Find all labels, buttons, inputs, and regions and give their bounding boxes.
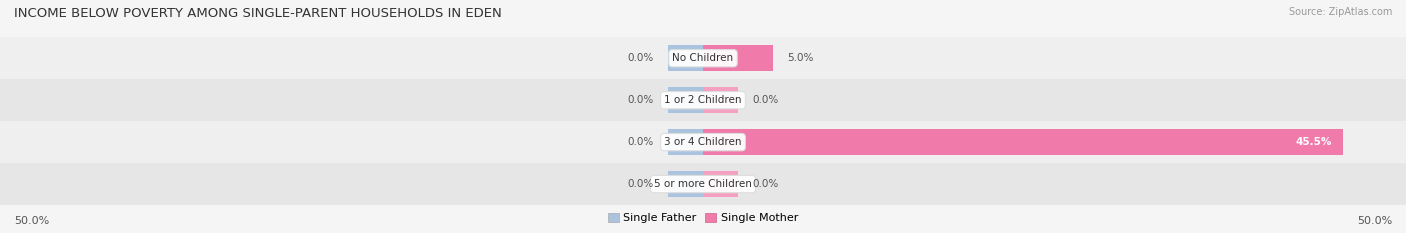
Bar [0,121,1406,163]
Text: Source: ZipAtlas.com: Source: ZipAtlas.com [1288,7,1392,17]
Text: INCOME BELOW POVERTY AMONG SINGLE-PARENT HOUSEHOLDS IN EDEN: INCOME BELOW POVERTY AMONG SINGLE-PARENT… [14,7,502,20]
Text: 50.0%: 50.0% [14,216,49,226]
Bar [668,45,703,71]
Text: 0.0%: 0.0% [627,95,654,105]
Bar [668,129,703,155]
Bar [0,163,1406,205]
Bar [668,171,703,197]
Legend: Single Father, Single Mother: Single Father, Single Mother [603,208,803,227]
Text: 0.0%: 0.0% [752,179,779,189]
Text: 1 or 2 Children: 1 or 2 Children [664,95,742,105]
Text: 50.0%: 50.0% [1357,216,1392,226]
Text: 0.0%: 0.0% [752,95,779,105]
Bar [703,87,738,113]
Text: 0.0%: 0.0% [627,53,654,63]
Text: 3 or 4 Children: 3 or 4 Children [664,137,742,147]
Text: 45.5%: 45.5% [1295,137,1331,147]
Bar [0,79,1406,121]
Bar [0,37,1406,79]
Bar [703,129,1343,155]
Text: 0.0%: 0.0% [627,137,654,147]
Bar [668,87,703,113]
Bar [703,171,738,197]
Text: 5.0%: 5.0% [787,53,814,63]
Bar [703,45,773,71]
Text: 0.0%: 0.0% [627,179,654,189]
Text: 5 or more Children: 5 or more Children [654,179,752,189]
Text: No Children: No Children [672,53,734,63]
